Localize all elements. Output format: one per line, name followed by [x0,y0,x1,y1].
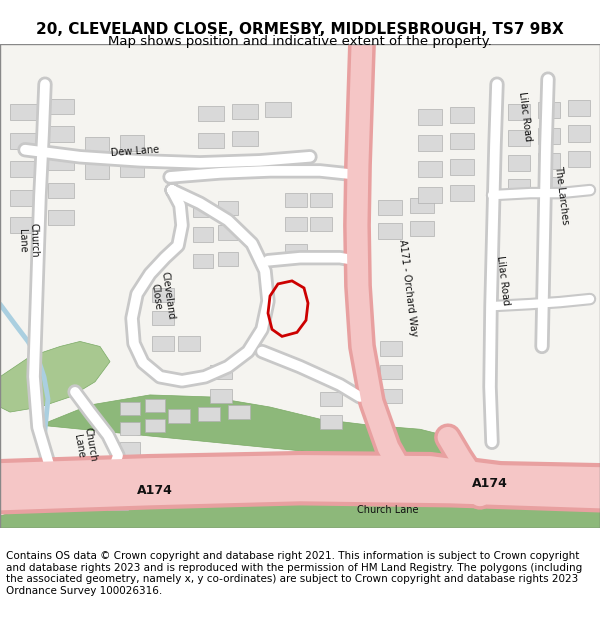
Polygon shape [380,389,402,403]
Polygon shape [152,288,174,302]
Polygon shape [145,399,165,412]
Polygon shape [410,198,434,213]
Text: A174: A174 [472,478,508,490]
Polygon shape [450,132,474,149]
Polygon shape [120,161,144,177]
Polygon shape [538,102,560,118]
Polygon shape [320,392,342,406]
Polygon shape [380,364,402,379]
Polygon shape [10,217,38,234]
Polygon shape [232,131,258,146]
Polygon shape [0,395,600,528]
Polygon shape [152,336,174,351]
Polygon shape [198,132,224,148]
Polygon shape [210,389,232,403]
Polygon shape [10,132,38,149]
Polygon shape [410,221,434,236]
Polygon shape [85,163,109,179]
Polygon shape [538,177,560,193]
Polygon shape [568,100,590,116]
Polygon shape [450,185,474,201]
Polygon shape [508,179,530,195]
Polygon shape [108,498,128,510]
Polygon shape [320,415,342,429]
Polygon shape [450,107,474,124]
Text: Lilac Road: Lilac Road [517,91,533,142]
Polygon shape [193,254,213,268]
Polygon shape [152,311,174,325]
Text: A174: A174 [137,484,173,498]
Text: The Larches: The Larches [553,165,571,225]
Polygon shape [198,407,220,421]
Polygon shape [48,183,74,198]
Polygon shape [198,106,224,121]
Polygon shape [85,137,109,152]
Polygon shape [418,187,442,203]
Text: Contains OS data © Crown copyright and database right 2021. This information is : Contains OS data © Crown copyright and d… [6,551,582,596]
Polygon shape [568,151,590,167]
Text: 20, CLEVELAND CLOSE, ORMESBY, MIDDLESBROUGH, TS7 9BX: 20, CLEVELAND CLOSE, ORMESBY, MIDDLESBRO… [36,22,564,37]
Polygon shape [218,252,238,266]
Polygon shape [508,104,530,121]
Polygon shape [285,244,307,258]
Polygon shape [218,226,238,239]
Text: Church Lane: Church Lane [357,505,419,515]
Polygon shape [538,127,560,144]
Polygon shape [178,336,200,351]
Polygon shape [265,102,291,118]
Polygon shape [120,442,140,456]
Polygon shape [418,161,442,177]
Polygon shape [508,129,530,146]
Polygon shape [120,422,140,435]
Polygon shape [285,193,307,208]
Polygon shape [378,223,402,239]
Polygon shape [10,190,38,206]
Polygon shape [378,200,402,215]
Polygon shape [145,419,165,432]
Polygon shape [48,126,74,142]
Text: Map shows position and indicative extent of the property.: Map shows position and indicative extent… [108,35,492,48]
Polygon shape [193,228,213,241]
Polygon shape [48,155,74,170]
Text: Lilac Road: Lilac Road [495,256,511,306]
Polygon shape [538,152,560,169]
Polygon shape [48,99,74,114]
Polygon shape [168,409,190,423]
Polygon shape [232,104,258,119]
Polygon shape [450,159,474,175]
Polygon shape [0,462,600,490]
Polygon shape [285,217,307,231]
Polygon shape [0,341,110,412]
Polygon shape [310,193,332,208]
Polygon shape [218,201,238,215]
Polygon shape [418,109,442,126]
Polygon shape [10,161,38,177]
Text: Church
Lane: Church Lane [17,223,40,258]
Text: Church
Lane: Church Lane [71,426,98,464]
Polygon shape [120,402,140,415]
Text: Cleveland
Close: Cleveland Close [148,271,176,321]
Polygon shape [310,217,332,231]
Text: A171 - Orchard Way: A171 - Orchard Way [397,239,419,337]
Polygon shape [380,341,402,356]
Polygon shape [568,126,590,142]
Polygon shape [228,405,250,419]
Polygon shape [10,104,38,121]
Polygon shape [48,210,74,226]
Polygon shape [193,203,213,217]
Polygon shape [508,155,530,171]
Text: Dew Lane: Dew Lane [110,145,160,158]
Polygon shape [210,364,232,379]
Polygon shape [120,134,144,151]
Polygon shape [105,482,125,496]
Polygon shape [418,134,442,151]
